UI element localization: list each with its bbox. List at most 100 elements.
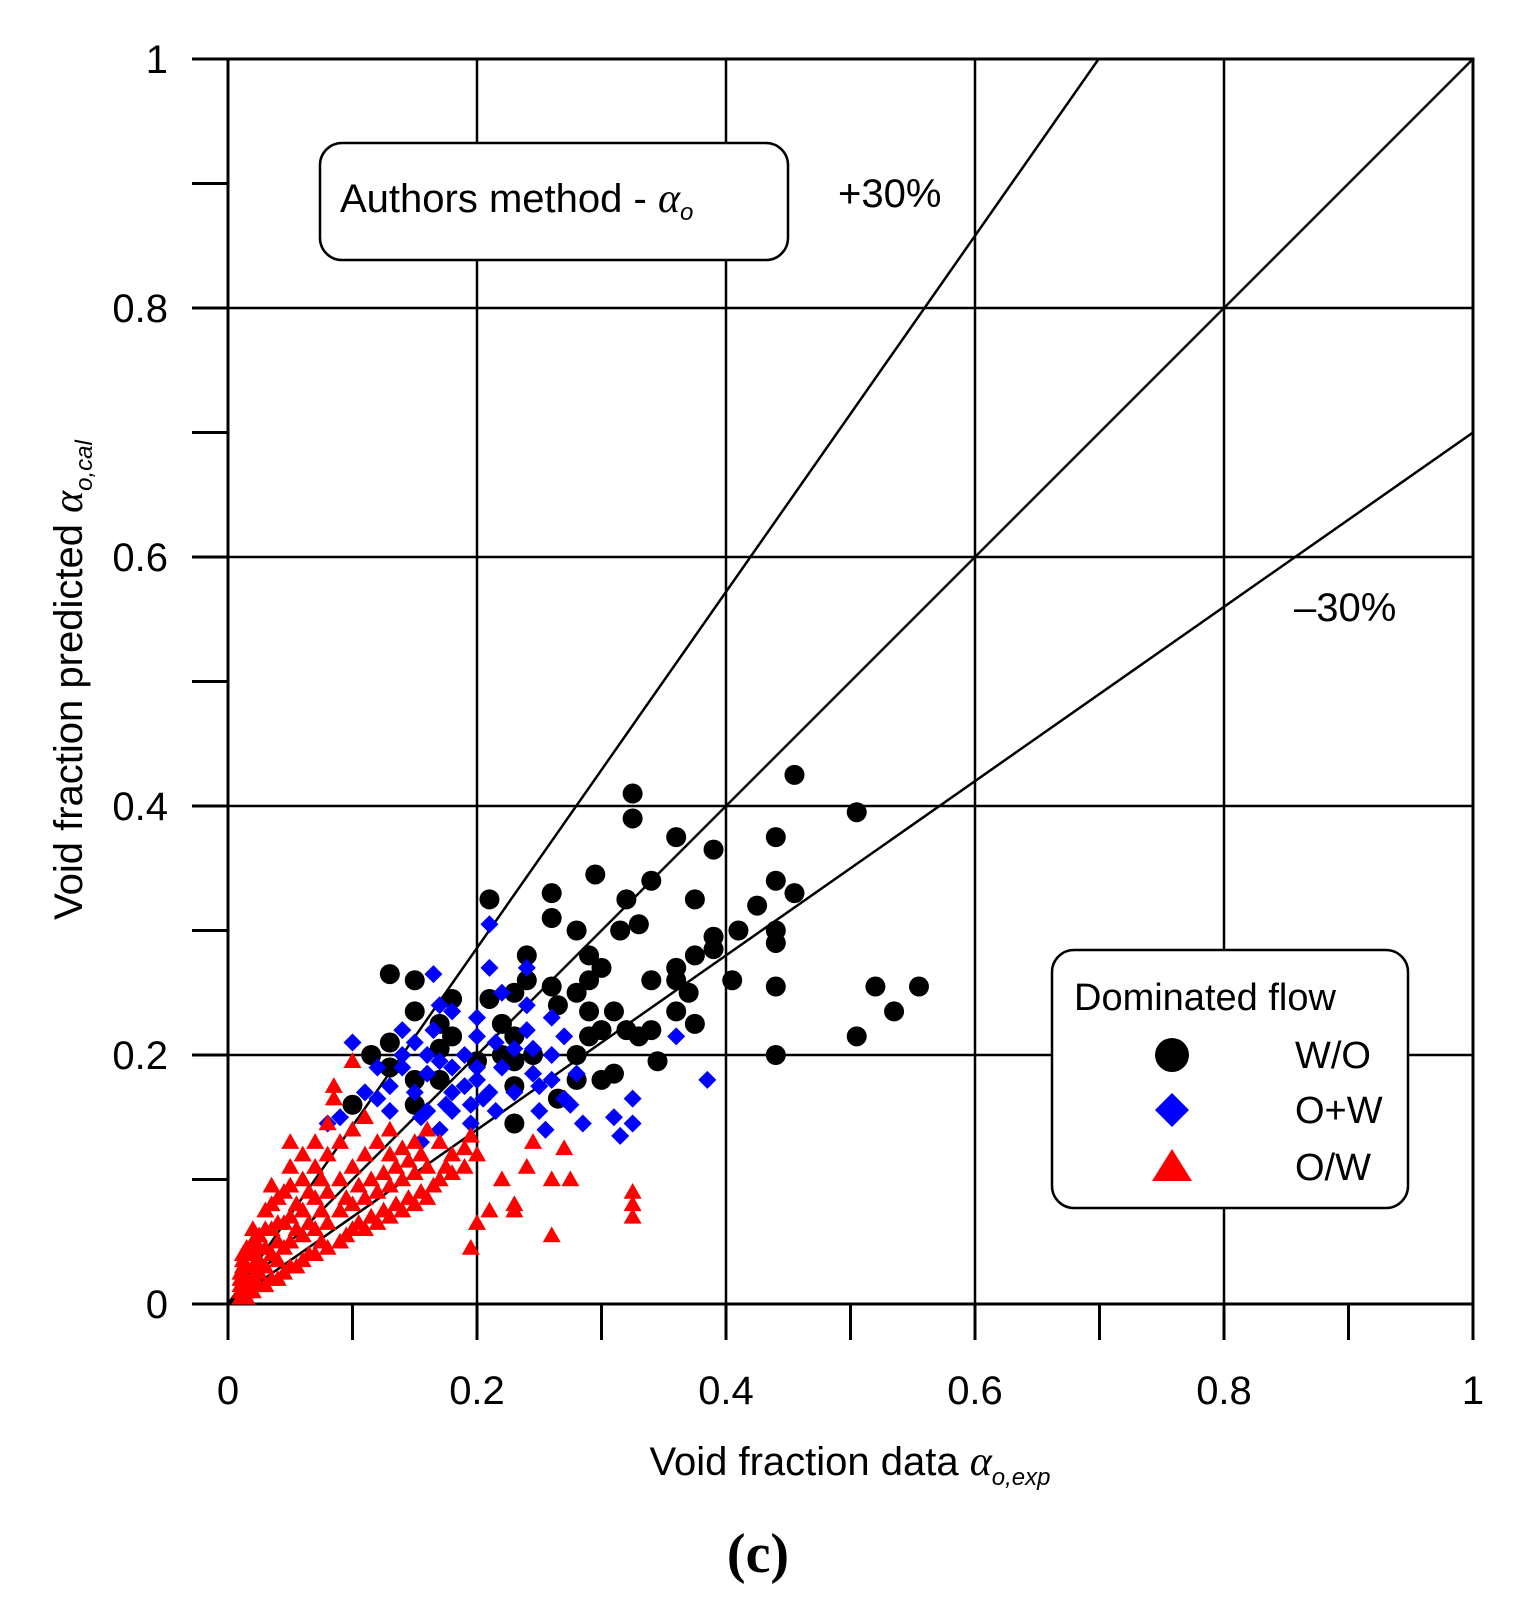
point-wo xyxy=(765,1045,786,1065)
series-o-w xyxy=(231,1052,642,1305)
legend-marker-ow xyxy=(1152,1149,1192,1181)
x-axis-title: Void fraction data αo,exp xyxy=(650,1439,1051,1491)
point-wo xyxy=(404,1001,425,1022)
point-wo xyxy=(342,1094,363,1115)
point-o-plus-w xyxy=(424,1021,443,1040)
point-wo xyxy=(784,764,805,785)
point-ow xyxy=(343,1195,362,1212)
point-o-plus-w xyxy=(542,1008,561,1027)
point-ow xyxy=(262,1176,281,1193)
point-wo xyxy=(504,982,525,1003)
point-ow xyxy=(362,1170,381,1187)
point-wo xyxy=(846,802,867,823)
point-wo xyxy=(684,945,705,966)
point-o-plus-w xyxy=(555,1027,574,1046)
point-o-plus-w xyxy=(567,1064,586,1083)
point-o-plus-w xyxy=(505,1083,524,1102)
point-ow xyxy=(281,1176,300,1193)
point-o-plus-w xyxy=(430,1052,449,1071)
point-o-plus-w xyxy=(468,1008,486,1027)
point-o-plus-w xyxy=(405,1083,424,1102)
point-o-plus-w xyxy=(573,1114,592,1133)
point-wo xyxy=(622,808,643,829)
point-wo xyxy=(908,976,929,997)
point-ow xyxy=(368,1182,387,1199)
point-ow xyxy=(405,1164,424,1181)
y-tick-label: 0.2 xyxy=(112,1034,168,1078)
point-o-plus-w xyxy=(418,1064,437,1083)
point-wo xyxy=(666,1001,687,1022)
point-wo xyxy=(579,1001,600,1022)
tick-labels: 0 0.2 0.4 0.6 0.8 1 0 0.2 0.4 0.6 0.8 1 xyxy=(112,38,1484,1413)
point-o-plus-w xyxy=(536,1120,555,1139)
point-ow xyxy=(306,1133,325,1149)
point-ow xyxy=(343,1158,362,1174)
point-wo xyxy=(566,1045,587,1065)
point-wo xyxy=(585,864,606,885)
x-tick-label: 0.2 xyxy=(449,1369,505,1413)
point-ow xyxy=(368,1214,387,1230)
point-ow xyxy=(443,1145,462,1162)
point-o-plus-w xyxy=(505,1039,524,1058)
point-o-plus-w xyxy=(623,1089,642,1108)
point-wo xyxy=(491,1013,512,1034)
point-o-plus-w xyxy=(380,1102,399,1121)
point-ow xyxy=(355,1108,374,1124)
point-wo xyxy=(765,932,786,953)
y-tick-label: 0.6 xyxy=(112,536,168,580)
point-o-plus-w xyxy=(368,1089,387,1108)
point-wo xyxy=(846,1026,867,1047)
legend-label-wo: W/O xyxy=(1295,1035,1371,1077)
point-ow xyxy=(418,1120,437,1137)
point-o-plus-w xyxy=(368,1058,387,1077)
point-o-plus-w xyxy=(393,1021,412,1040)
point-wo xyxy=(703,939,724,960)
point-wo xyxy=(884,1001,905,1022)
y-tick-label: 0.4 xyxy=(112,785,168,829)
point-ow xyxy=(380,1207,399,1224)
axis-ticks xyxy=(192,57,1475,1340)
point-wo xyxy=(784,883,805,904)
point-ow xyxy=(418,1189,437,1205)
point-wo xyxy=(504,1113,525,1134)
point-o-plus-w xyxy=(542,1070,561,1089)
point-o-plus-w xyxy=(355,1083,374,1102)
point-ow xyxy=(281,1232,300,1249)
point-ow xyxy=(411,1145,430,1162)
point-wo xyxy=(404,970,425,991)
point-o-plus-w xyxy=(461,1114,480,1133)
figure-caption: (c) xyxy=(727,1523,789,1585)
point-ow xyxy=(430,1170,449,1187)
point-wo xyxy=(541,883,562,904)
point-o-plus-w xyxy=(455,1046,474,1064)
point-wo xyxy=(591,957,612,978)
method-annotation: Authors method - αo xyxy=(318,141,790,262)
point-ow xyxy=(368,1133,387,1149)
point-wo xyxy=(666,827,687,848)
point-ow xyxy=(318,1182,337,1199)
point-ow xyxy=(561,1170,580,1187)
point-ow xyxy=(468,1145,486,1162)
point-ow xyxy=(393,1139,412,1156)
point-ow xyxy=(306,1245,325,1261)
point-ow xyxy=(480,1201,499,1218)
point-ow xyxy=(318,1114,337,1131)
point-o-plus-w xyxy=(455,1077,474,1096)
point-ow xyxy=(349,1176,368,1193)
point-wo xyxy=(765,870,786,891)
point-ow xyxy=(623,1195,642,1212)
point-ow xyxy=(343,1052,362,1068)
point-o-plus-w xyxy=(517,958,536,977)
point-ow xyxy=(380,1120,399,1137)
data-points xyxy=(231,764,929,1305)
point-ow xyxy=(324,1089,343,1106)
x-tick-label: 0 xyxy=(217,1369,239,1413)
point-ow xyxy=(517,1158,536,1174)
point-ow xyxy=(555,1139,574,1156)
point-ow xyxy=(331,1170,350,1187)
point-wo xyxy=(641,870,662,891)
point-ow xyxy=(293,1201,312,1218)
point-ow xyxy=(355,1145,374,1162)
point-ow xyxy=(542,1170,561,1187)
point-ow xyxy=(405,1133,424,1149)
